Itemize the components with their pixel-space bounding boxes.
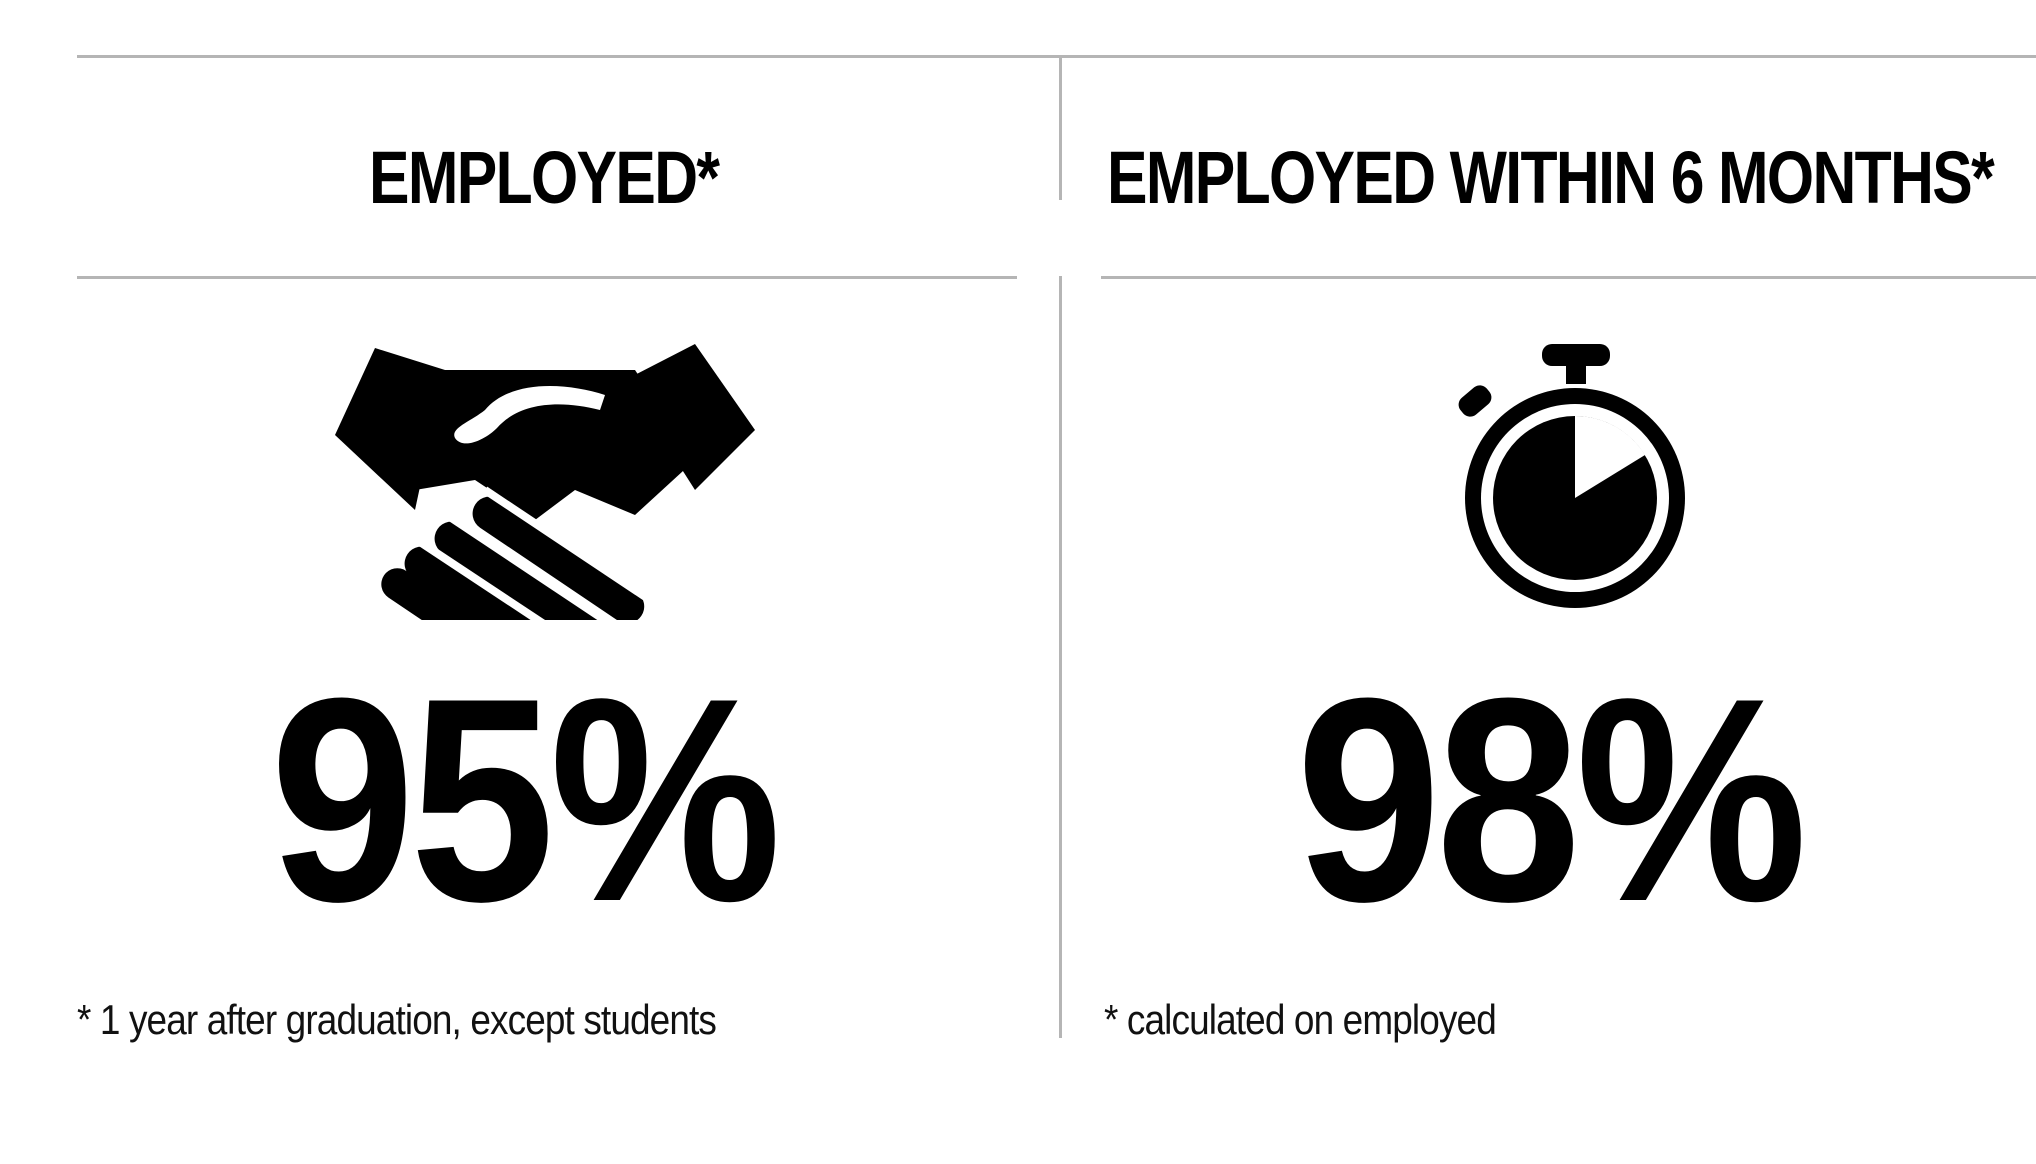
column-divider-bottom (1059, 276, 1062, 1038)
employed-value: 95% (270, 638, 782, 962)
top-divider (77, 55, 2036, 58)
employed-6-months-title: EMPLOYED WITHIN 6 MONTHS* (1107, 136, 1995, 219)
employed-footnote: * 1 year after graduation, except studen… (77, 996, 717, 1043)
employed-6-months-footnote: * calculated on employed (1104, 996, 1497, 1043)
employed-title: EMPLOYED* (369, 136, 720, 219)
stopwatch-icon (1458, 344, 1685, 608)
right-header-divider (1101, 276, 2036, 279)
handshake-icon (335, 344, 755, 620)
column-divider-top (1059, 55, 1062, 200)
employed-6-months-value: 98% (1296, 638, 1808, 962)
left-header-divider (77, 276, 1017, 279)
